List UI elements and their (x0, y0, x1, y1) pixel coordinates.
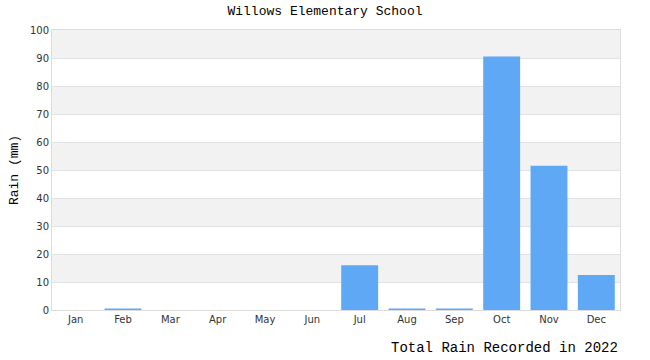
svg-text:Dec: Dec (587, 314, 606, 325)
svg-text:60: 60 (36, 137, 49, 148)
svg-text:Total Rain Recorded in 2022: Total Rain Recorded in 2022 (391, 340, 618, 356)
svg-text:Nov: Nov (539, 314, 559, 325)
svg-text:Jun: Jun (304, 314, 321, 325)
svg-text:80: 80 (36, 81, 49, 92)
svg-text:Apr: Apr (209, 314, 227, 325)
svg-text:Feb: Feb (114, 314, 132, 325)
svg-text:Aug: Aug (397, 314, 417, 325)
svg-text:Oct: Oct (493, 314, 510, 325)
svg-text:40: 40 (36, 193, 49, 204)
svg-text:100: 100 (30, 25, 49, 36)
svg-text:50: 50 (36, 165, 49, 176)
svg-text:Jan: Jan (67, 314, 83, 325)
svg-text:90: 90 (36, 53, 49, 64)
svg-text:0: 0 (43, 305, 49, 316)
svg-text:Sep: Sep (445, 314, 464, 325)
svg-text:Rain (mm): Rain (mm) (7, 135, 22, 205)
svg-text:Willows Elementary School: Willows Elementary School (227, 4, 422, 19)
svg-text:30: 30 (36, 221, 49, 232)
svg-text:20: 20 (36, 249, 49, 260)
svg-text:10: 10 (36, 277, 49, 288)
svg-text:Jul: Jul (353, 314, 366, 325)
svg-text:Mar: Mar (161, 314, 181, 325)
svg-text:70: 70 (36, 109, 49, 120)
svg-text:May: May (255, 314, 276, 325)
